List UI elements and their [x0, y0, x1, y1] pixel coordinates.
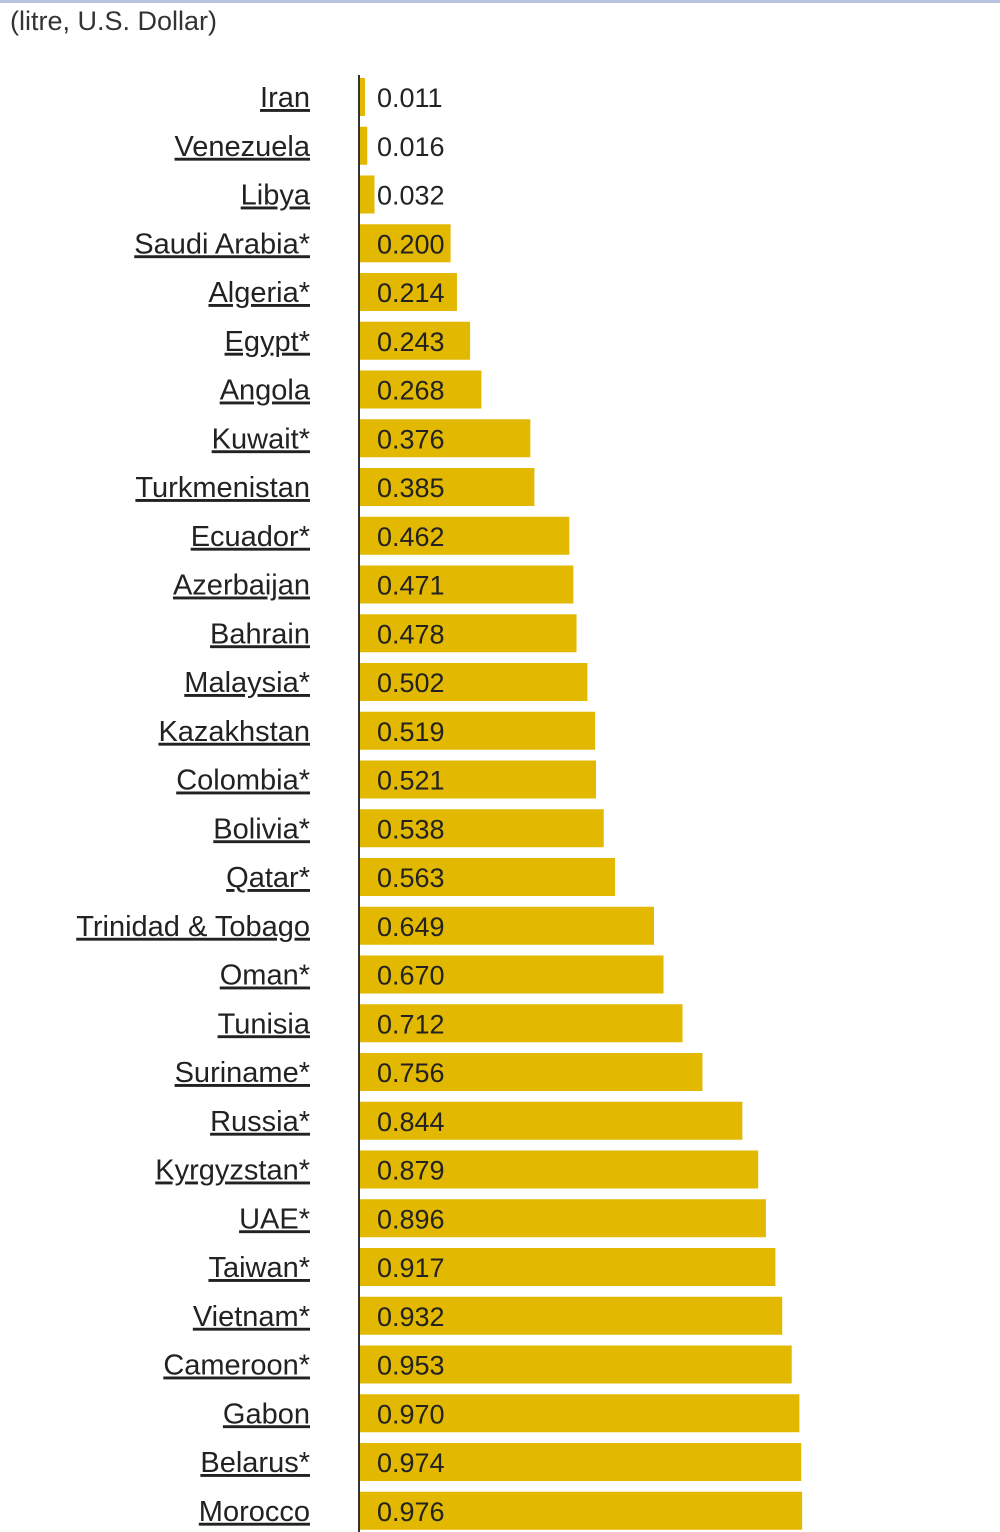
category-label[interactable]: Venezuela	[175, 131, 311, 163]
category-label[interactable]: Egypt*	[225, 326, 310, 358]
category-label[interactable]: Suriname*	[175, 1057, 310, 1089]
value-label: 0.538	[377, 814, 445, 844]
category-label[interactable]: UAE*	[239, 1203, 310, 1235]
category-label[interactable]: Kyrgyzstan*	[155, 1155, 310, 1187]
value-label: 0.670	[377, 961, 445, 991]
value-label: 0.917	[377, 1253, 445, 1283]
value-label: 0.953	[377, 1351, 445, 1381]
category-label[interactable]: Kuwait*	[212, 423, 310, 455]
value-label: 0.756	[377, 1058, 445, 1088]
value-label: 0.970	[377, 1399, 445, 1429]
value-label: 0.478	[377, 619, 445, 649]
value-label: 0.649	[377, 912, 445, 942]
category-label[interactable]: Morocco	[199, 1496, 310, 1528]
value-label: 0.879	[377, 1156, 445, 1186]
value-label: 0.385	[377, 473, 445, 503]
category-label[interactable]: Bahrain	[210, 618, 310, 650]
bar-venezuela	[360, 127, 367, 165]
value-label: 0.563	[377, 863, 445, 893]
category-label[interactable]: Ecuador*	[191, 521, 310, 553]
value-label: 0.502	[377, 668, 445, 698]
value-label: 0.032	[377, 181, 445, 211]
category-label[interactable]: Taiwan*	[208, 1252, 310, 1284]
category-label[interactable]: Kazakhstan	[158, 716, 310, 748]
labels-group: Iran 0.011 Venezuela 0.016 Libya 0.032 Saudi A…	[76, 82, 444, 1528]
value-label: 0.200	[377, 229, 445, 259]
category-label[interactable]: Algeria*	[208, 277, 310, 309]
category-label[interactable]: Vietnam*	[193, 1301, 310, 1333]
category-label[interactable]: Libya	[241, 180, 311, 212]
value-label: 0.016	[377, 132, 445, 162]
category-label[interactable]: Turkmenistan	[135, 472, 310, 504]
category-label[interactable]: Belarus*	[200, 1447, 310, 1479]
value-label: 0.712	[377, 1009, 445, 1039]
category-label[interactable]: Bolivia*	[213, 813, 310, 845]
value-label: 0.974	[377, 1448, 445, 1478]
category-label[interactable]: Malaysia*	[184, 667, 310, 699]
category-label[interactable]: Tunisia	[218, 1008, 311, 1040]
category-label[interactable]: Azerbaijan	[173, 570, 310, 602]
bar-iran	[360, 78, 365, 116]
value-label: 0.519	[377, 717, 445, 747]
category-label[interactable]: Cameroon*	[163, 1350, 310, 1382]
value-label: 0.471	[377, 571, 445, 601]
category-label[interactable]: Oman*	[220, 960, 310, 992]
value-label: 0.932	[377, 1302, 445, 1332]
category-label[interactable]: Iran	[260, 82, 310, 114]
value-label: 0.011	[377, 83, 443, 113]
category-label[interactable]: Russia*	[210, 1106, 310, 1138]
value-label: 0.243	[377, 327, 445, 357]
value-label: 0.376	[377, 424, 445, 454]
bar-libya	[360, 176, 374, 214]
value-label: 0.976	[377, 1497, 445, 1527]
value-label: 0.896	[377, 1204, 445, 1234]
value-label: 0.521	[377, 766, 445, 796]
category-label[interactable]: Saudi Arabia*	[134, 228, 310, 260]
value-label: 0.268	[377, 376, 445, 406]
value-label: 0.214	[377, 278, 445, 308]
category-label[interactable]: Gabon	[223, 1398, 310, 1430]
category-label[interactable]: Qatar*	[226, 862, 310, 894]
category-label[interactable]: Trinidad & Tobago	[76, 911, 310, 943]
category-label[interactable]: Angola	[220, 375, 311, 407]
value-label: 0.462	[377, 522, 445, 552]
category-label[interactable]: Colombia*	[176, 765, 310, 797]
value-label: 0.844	[377, 1107, 445, 1137]
